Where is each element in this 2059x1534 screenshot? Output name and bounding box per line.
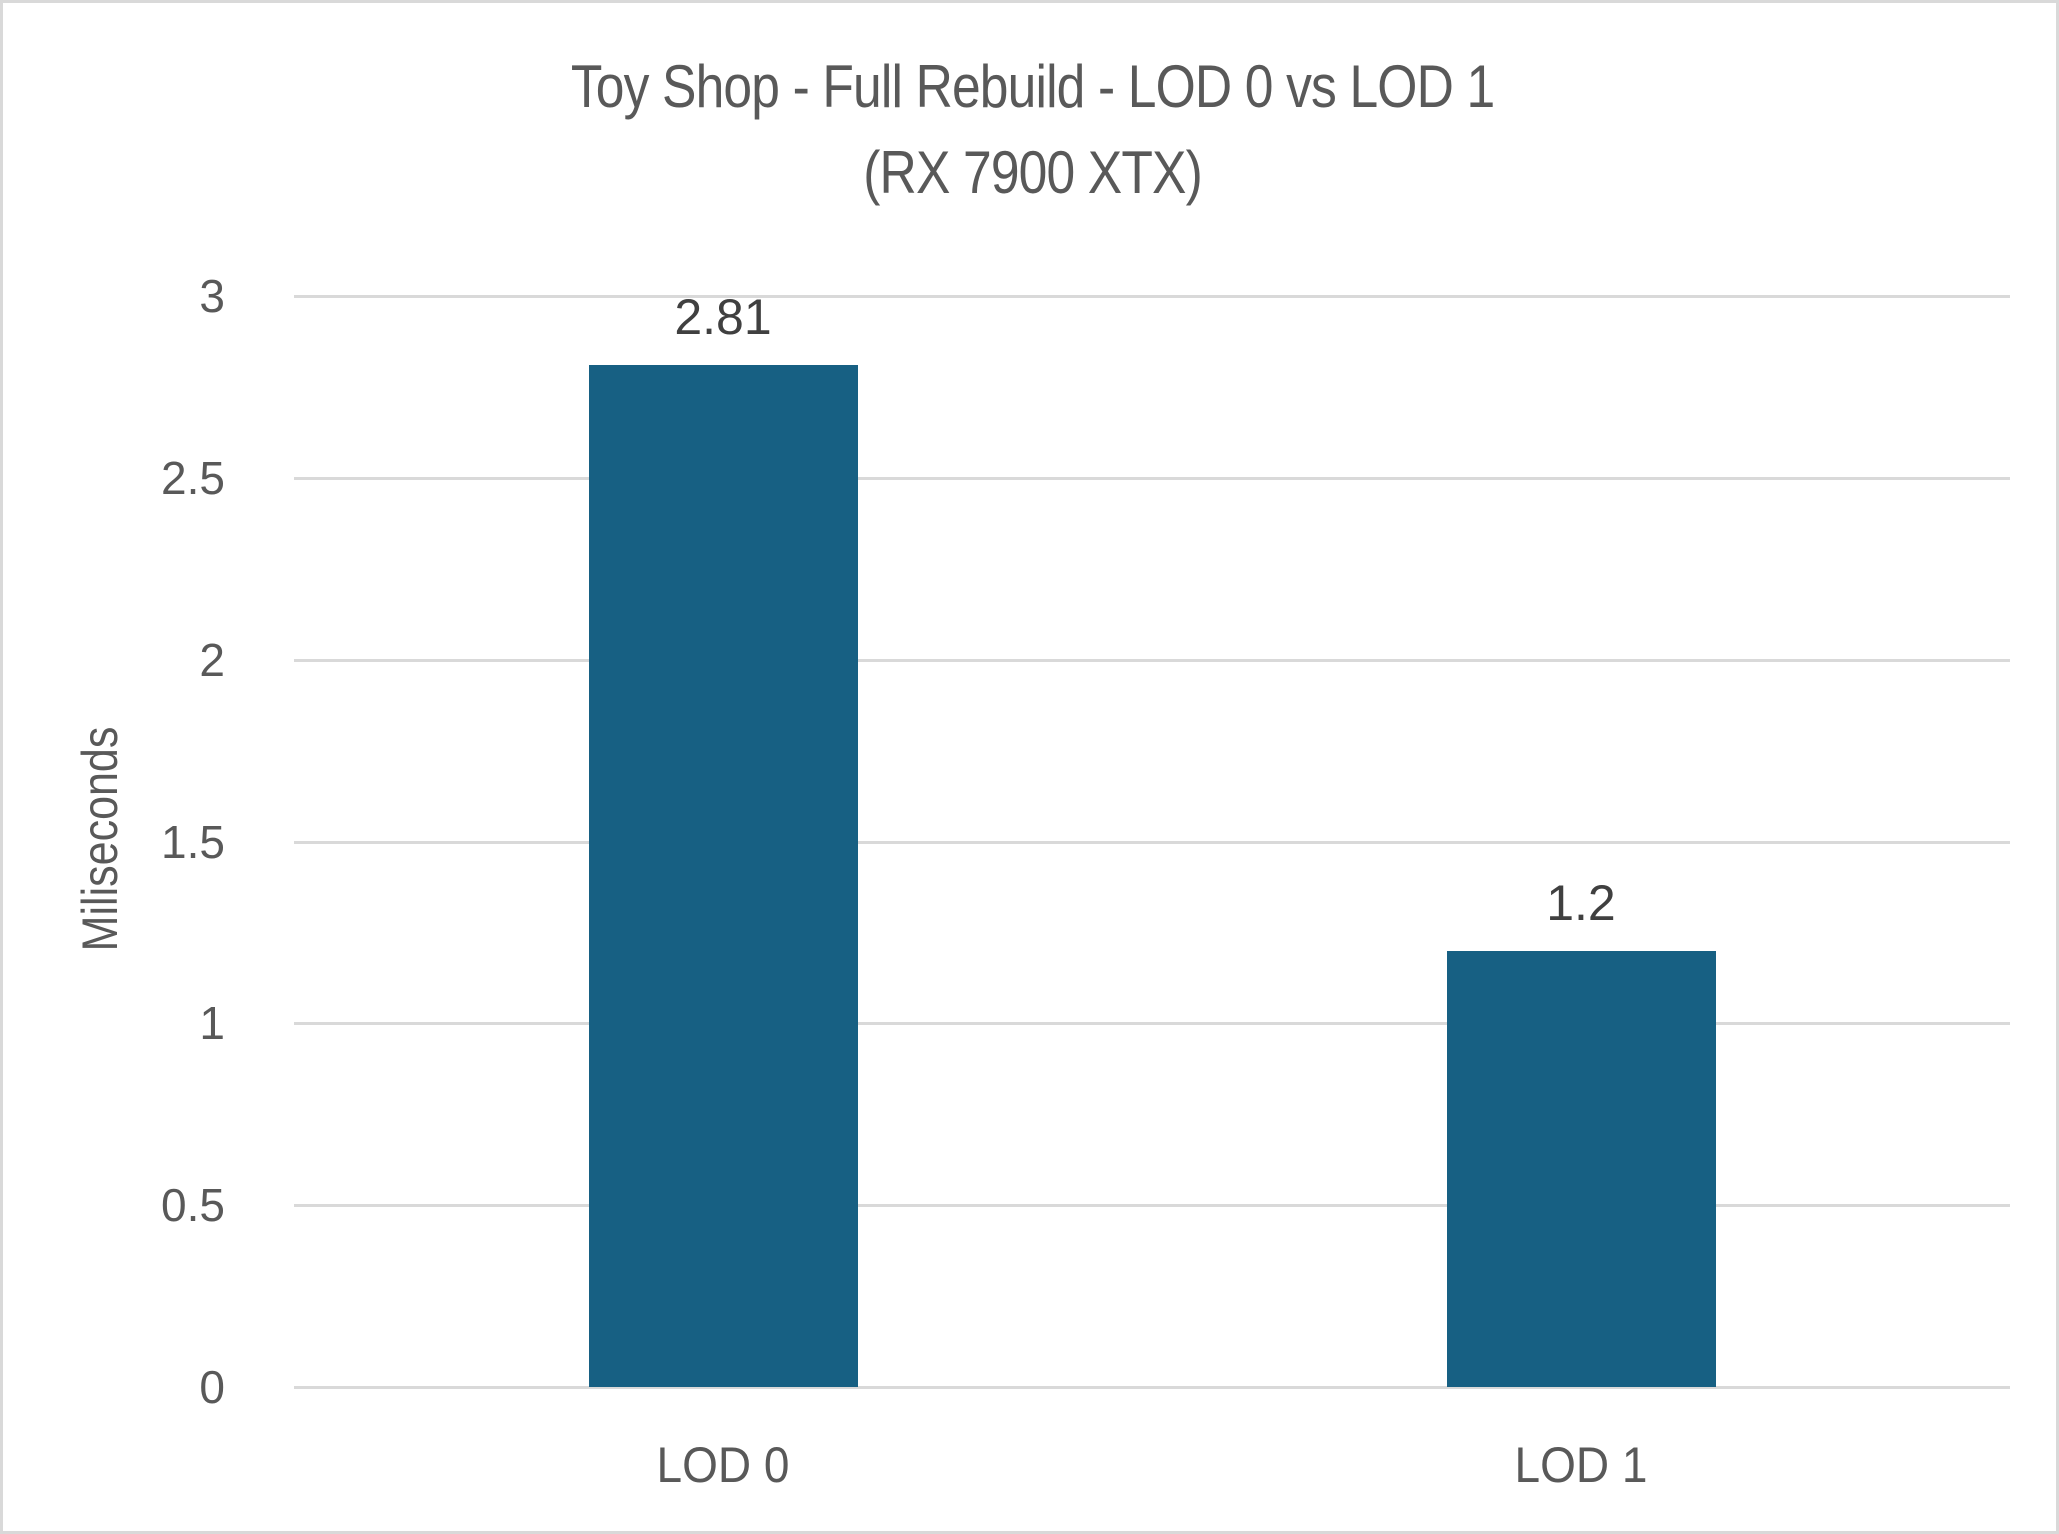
gridline bbox=[294, 1386, 2010, 1389]
gridline bbox=[294, 476, 2010, 480]
y-tick-label: 0.5 bbox=[161, 1179, 225, 1232]
gridline bbox=[294, 1022, 2010, 1026]
data-label: 1.2 bbox=[1546, 874, 1616, 931]
y-tick-label: 2.5 bbox=[161, 451, 225, 504]
gridline bbox=[294, 1204, 2010, 1208]
bar-lod-0 bbox=[588, 365, 858, 1387]
y-tick-label: 2 bbox=[199, 633, 225, 686]
y-tick-label: 3 bbox=[199, 270, 225, 322]
plot-area: 2.81 1.2 bbox=[294, 292, 2010, 1389]
x-tick-label: LOD 0 bbox=[656, 1437, 790, 1493]
y-tick-label: 0 bbox=[199, 1361, 225, 1413]
y-tick-label: 1 bbox=[199, 997, 225, 1050]
gridline bbox=[294, 295, 2010, 298]
data-label: 2.81 bbox=[674, 289, 772, 346]
y-tick-label: 1.5 bbox=[161, 815, 225, 868]
y-axis-title: Miliseconds bbox=[72, 726, 128, 952]
gridline bbox=[294, 658, 2010, 662]
chart-subtitle: (RX 7900 XTX) bbox=[863, 139, 1203, 206]
chart-title: Toy Shop - Full Rebuild - LOD 0 vs LOD 1 bbox=[570, 53, 1495, 120]
bar-lod-1 bbox=[1446, 950, 1716, 1387]
x-tick-label: LOD 1 bbox=[1514, 1437, 1648, 1493]
gridline bbox=[294, 840, 2010, 844]
